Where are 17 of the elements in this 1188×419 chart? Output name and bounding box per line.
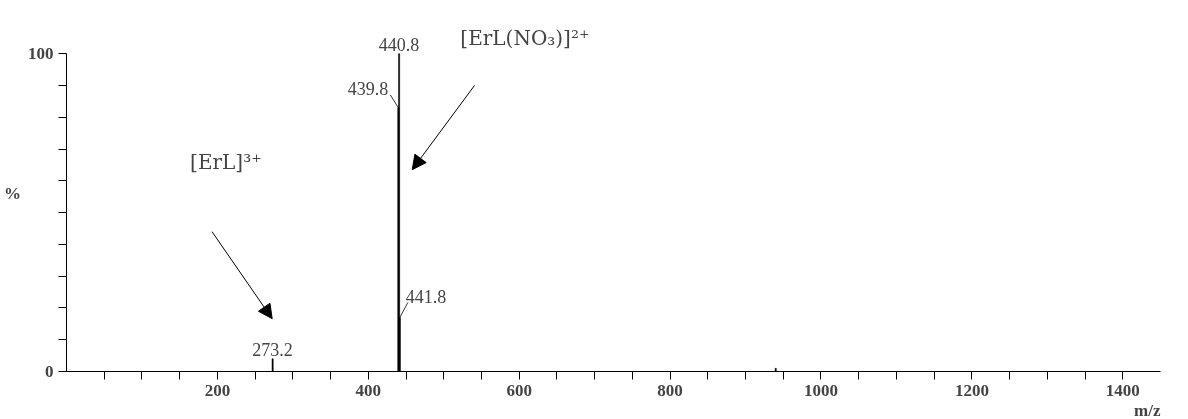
annotation: 273.2 bbox=[252, 339, 293, 360]
x-tick-label: 200 bbox=[204, 380, 231, 400]
x-tick-label: 1400 bbox=[1105, 380, 1140, 400]
x-tick-label: 1200 bbox=[954, 380, 989, 400]
y-axis-title: % bbox=[4, 184, 21, 203]
annotation: [ErL]³⁺ bbox=[190, 150, 262, 175]
x-tick-label: 600 bbox=[506, 380, 532, 400]
x-tick-label: 1000 bbox=[803, 380, 838, 400]
annotation: 440.8 bbox=[378, 34, 420, 55]
y-tick-label: 100 bbox=[28, 44, 54, 64]
x-tick-label: 400 bbox=[355, 380, 382, 400]
annotation: 441.8 bbox=[405, 286, 447, 307]
x-tick-label: 800 bbox=[657, 380, 683, 400]
y-tick-label: 0 bbox=[45, 362, 54, 381]
text: [ErL(NO₃)]²⁺ bbox=[460, 26, 590, 51]
annotation: 439.8 bbox=[347, 78, 389, 99]
x-axis-title: m/z bbox=[1134, 400, 1161, 419]
